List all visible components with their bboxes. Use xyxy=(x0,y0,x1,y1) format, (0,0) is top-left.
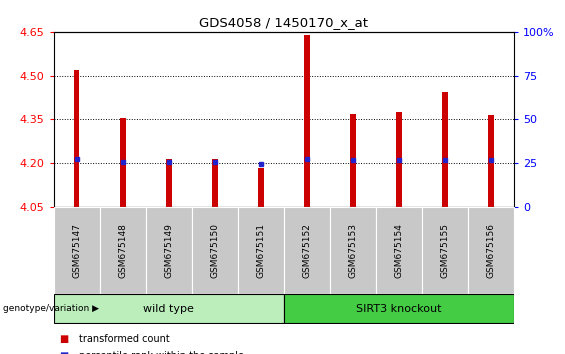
Text: GSM675152: GSM675152 xyxy=(302,223,311,278)
Text: SIRT3 knockout: SIRT3 knockout xyxy=(357,304,442,314)
Bar xyxy=(99,207,146,294)
Text: wild type: wild type xyxy=(144,304,194,314)
Text: ■: ■ xyxy=(59,351,68,354)
Bar xyxy=(488,115,494,207)
Text: GSM675156: GSM675156 xyxy=(486,223,496,278)
Bar xyxy=(166,159,172,207)
Text: GSM675151: GSM675151 xyxy=(257,223,266,278)
Bar xyxy=(422,207,468,294)
Bar xyxy=(192,207,238,294)
Bar xyxy=(468,207,514,294)
Bar xyxy=(304,35,310,207)
Bar xyxy=(146,207,192,294)
Title: GDS4058 / 1450170_x_at: GDS4058 / 1450170_x_at xyxy=(199,16,368,29)
Bar xyxy=(396,112,402,207)
Bar xyxy=(212,159,218,207)
Text: ■: ■ xyxy=(59,334,68,344)
Text: GSM675155: GSM675155 xyxy=(441,223,450,278)
Text: GSM675150: GSM675150 xyxy=(210,223,219,278)
Bar xyxy=(54,207,99,294)
Text: transformed count: transformed count xyxy=(79,334,170,344)
Text: genotype/variation ▶: genotype/variation ▶ xyxy=(3,304,99,313)
Text: GSM675154: GSM675154 xyxy=(394,223,403,278)
Bar xyxy=(284,295,514,323)
Bar xyxy=(442,92,448,207)
Text: GSM675149: GSM675149 xyxy=(164,223,173,278)
Text: GSM675147: GSM675147 xyxy=(72,223,81,278)
Text: GSM675153: GSM675153 xyxy=(349,223,358,278)
Bar xyxy=(330,207,376,294)
Bar xyxy=(238,207,284,294)
Bar xyxy=(258,168,264,207)
Bar xyxy=(74,70,80,207)
Bar xyxy=(350,114,356,207)
Text: GSM675148: GSM675148 xyxy=(118,223,127,278)
Bar xyxy=(376,207,422,294)
Bar xyxy=(284,207,330,294)
Bar xyxy=(54,295,284,323)
Bar xyxy=(120,118,125,207)
Text: percentile rank within the sample: percentile rank within the sample xyxy=(79,351,244,354)
